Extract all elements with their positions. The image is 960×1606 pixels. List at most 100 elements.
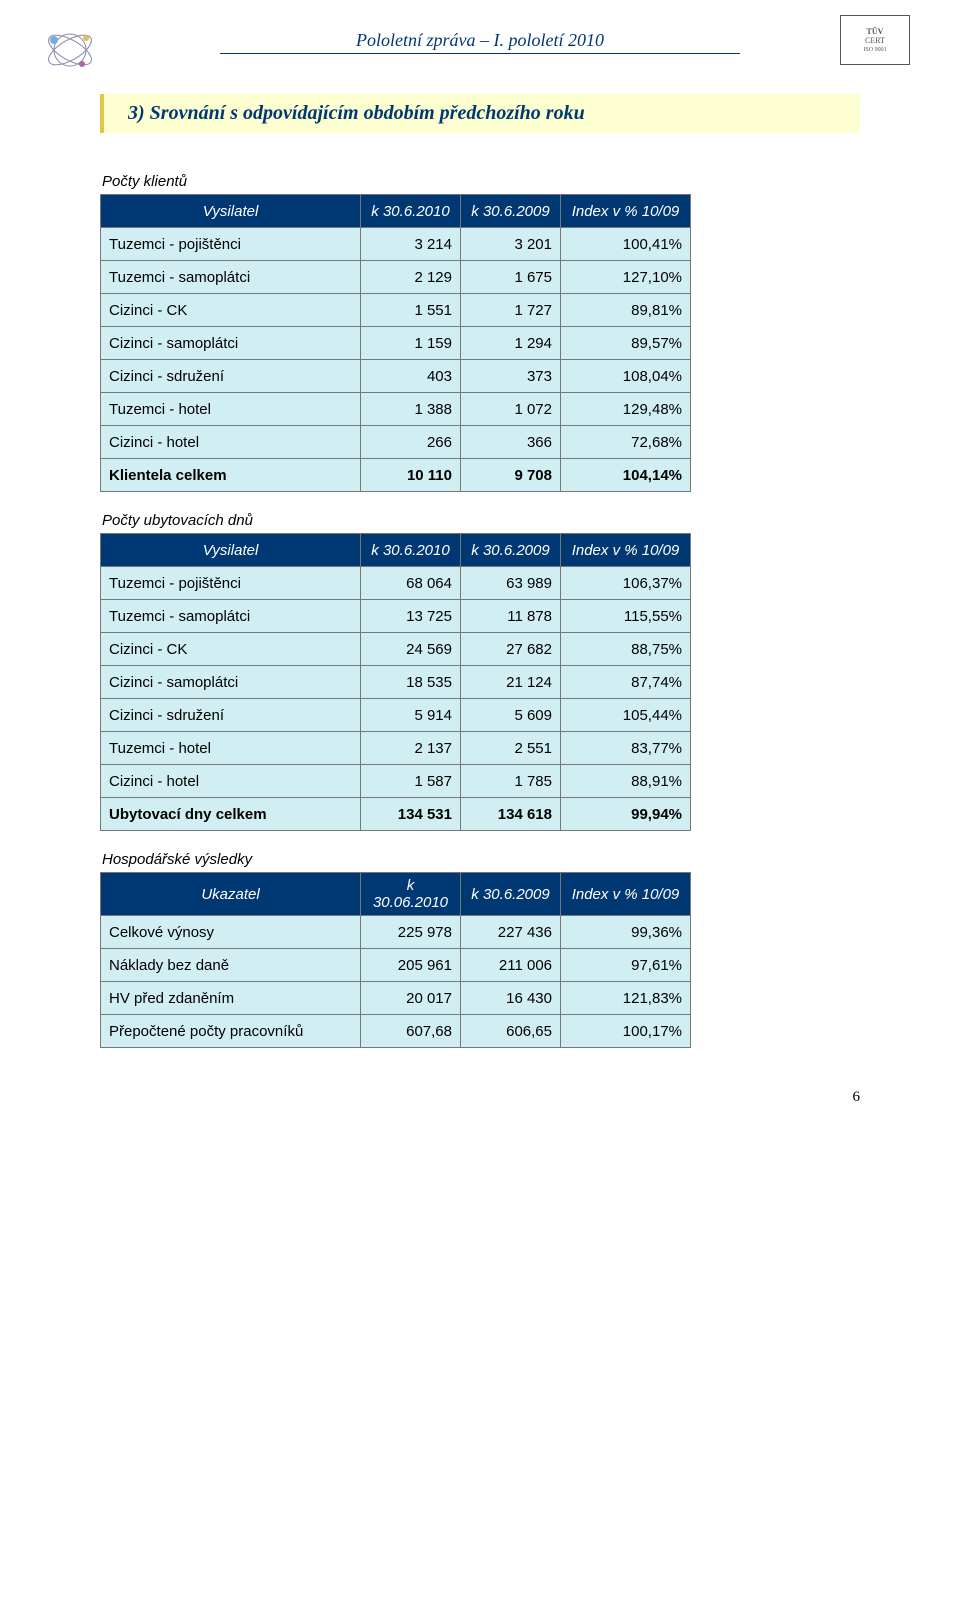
table-row: Cizinci - hotel1 5871 78588,91% — [101, 765, 691, 798]
table-cell: 21 124 — [461, 666, 561, 699]
table-cell: 106,37% — [561, 567, 691, 600]
table-row: Cizinci - CK1 5511 72789,81% — [101, 294, 691, 327]
tuv-top: TÜV — [867, 27, 884, 36]
table-cell: 3 201 — [461, 228, 561, 261]
table-caption-clients: Počty klientů — [102, 173, 860, 190]
table-cell: Tuzemci - samoplátci — [101, 600, 361, 633]
table-cell: 366 — [461, 426, 561, 459]
table-row: Cizinci - samoplátci18 53521 12487,74% — [101, 666, 691, 699]
table-cell: Klientela celkem — [101, 459, 361, 492]
table-cell: 1 159 — [361, 327, 461, 360]
table-row: Tuzemci - hotel2 1372 55183,77% — [101, 732, 691, 765]
table-header-row: Vysilatel k 30.6.2010 k 30.6.2009 Index … — [101, 195, 691, 228]
table-financial: Ukazatel k 30.06.2010 k 30.6.2009 Index … — [100, 872, 691, 1048]
table-cell: 3 214 — [361, 228, 461, 261]
page-number: 6 — [853, 1089, 861, 1106]
table-cell: 1 727 — [461, 294, 561, 327]
table-cell: Tuzemci - hotel — [101, 732, 361, 765]
table-cell: 83,77% — [561, 732, 691, 765]
col-header: k 30.6.2010 — [361, 195, 461, 228]
header-title: Pololetní zpráva – I. pololetí 2010 — [220, 30, 740, 54]
table-cell: 1 675 — [461, 261, 561, 294]
table-cell: 87,74% — [561, 666, 691, 699]
table-cell: 127,10% — [561, 261, 691, 294]
table-cell: 105,44% — [561, 699, 691, 732]
table-cell: Cizinci - CK — [101, 633, 361, 666]
col-header: Index v % 10/09 — [561, 195, 691, 228]
table-cell: Cizinci - CK — [101, 294, 361, 327]
tuv-bottom: ISO 9001 — [863, 47, 886, 53]
table-cell: 89,81% — [561, 294, 691, 327]
col-header: k 30.06.2010 — [361, 873, 461, 916]
table-cell: 24 569 — [361, 633, 461, 666]
table-cell: 100,41% — [561, 228, 691, 261]
table-cell: Cizinci - sdružení — [101, 360, 361, 393]
table-row: Cizinci - sdružení403373108,04% — [101, 360, 691, 393]
table-cell: 16 430 — [461, 982, 561, 1015]
table-cell: 97,61% — [561, 949, 691, 982]
col-header: Vysilatel — [101, 195, 361, 228]
section-heading-bar: 3) Srovnání s odpovídajícím obdobím před… — [100, 94, 860, 133]
table-cell: 1 587 — [361, 765, 461, 798]
table-cell: 121,83% — [561, 982, 691, 1015]
logo-left — [40, 20, 100, 80]
table-cell: 5 609 — [461, 699, 561, 732]
table-cell: 373 — [461, 360, 561, 393]
table-clients: Vysilatel k 30.6.2010 k 30.6.2009 Index … — [100, 194, 691, 492]
col-header: Index v % 10/09 — [561, 534, 691, 567]
table-row: Přepočtené počty pracovníků607,68606,651… — [101, 1015, 691, 1048]
table-cell: Tuzemci - hotel — [101, 393, 361, 426]
col-header: k 30.6.2009 — [461, 195, 561, 228]
table-row: Tuzemci - pojištěnci3 2143 201100,41% — [101, 228, 691, 261]
col-header: Index v % 10/09 — [561, 873, 691, 916]
table-cell: 129,48% — [561, 393, 691, 426]
table-cell: 1 072 — [461, 393, 561, 426]
table-cell: 2 129 — [361, 261, 461, 294]
tuv-cert-badge: TÜV CERT ISO 9001 — [840, 15, 910, 65]
table-cell: 211 006 — [461, 949, 561, 982]
table-caption-days: Počty ubytovacích dnů — [102, 512, 860, 529]
table-cell: 20 017 — [361, 982, 461, 1015]
table-cell: 89,57% — [561, 327, 691, 360]
col-header: k 30.6.2009 — [461, 873, 561, 916]
tuv-mid: CERT — [865, 36, 885, 45]
table-row: Tuzemci - pojištěnci68 06463 989106,37% — [101, 567, 691, 600]
table-row: Náklady bez daně205 961211 00697,61% — [101, 949, 691, 982]
table-cell: 99,94% — [561, 798, 691, 831]
table-cell: 100,17% — [561, 1015, 691, 1048]
table-cell: 606,65 — [461, 1015, 561, 1048]
table-cell: 403 — [361, 360, 461, 393]
table-row: HV před zdaněním20 01716 430121,83% — [101, 982, 691, 1015]
table-cell: 1 785 — [461, 765, 561, 798]
table-row: Tuzemci - samoplátci13 72511 878115,55% — [101, 600, 691, 633]
table-days: Vysilatel k 30.6.2010 k 30.6.2009 Index … — [100, 533, 691, 831]
table-cell: 10 110 — [361, 459, 461, 492]
table-cell: 72,68% — [561, 426, 691, 459]
table-cell: 1 388 — [361, 393, 461, 426]
table-cell: 99,36% — [561, 916, 691, 949]
col-header: Vysilatel — [101, 534, 361, 567]
table-cell: Celkové výnosy — [101, 916, 361, 949]
table-cell: 1 551 — [361, 294, 461, 327]
table-cell: 134 618 — [461, 798, 561, 831]
table-cell: 5 914 — [361, 699, 461, 732]
table-cell: 104,14% — [561, 459, 691, 492]
table-row: Cizinci - hotel26636672,68% — [101, 426, 691, 459]
table-header-row: Ukazatel k 30.06.2010 k 30.6.2009 Index … — [101, 873, 691, 916]
table-cell: Cizinci - samoplátci — [101, 327, 361, 360]
table-cell: Náklady bez daně — [101, 949, 361, 982]
table-cell: 108,04% — [561, 360, 691, 393]
table-cell: 9 708 — [461, 459, 561, 492]
table-row: Cizinci - sdružení5 9145 609105,44% — [101, 699, 691, 732]
table-cell: HV před zdaněním — [101, 982, 361, 1015]
table-cell: Cizinci - sdružení — [101, 699, 361, 732]
table-cell: 2 551 — [461, 732, 561, 765]
table-cell: 227 436 — [461, 916, 561, 949]
table-cell: 11 878 — [461, 600, 561, 633]
table-cell: 115,55% — [561, 600, 691, 633]
table-cell: Tuzemci - samoplátci — [101, 261, 361, 294]
table-cell: Ubytovací dny celkem — [101, 798, 361, 831]
table-cell: 13 725 — [361, 600, 461, 633]
section-heading-text: 3) Srovnání s odpovídajícím obdobím před… — [112, 102, 852, 125]
table-row: Tuzemci - hotel1 3881 072129,48% — [101, 393, 691, 426]
